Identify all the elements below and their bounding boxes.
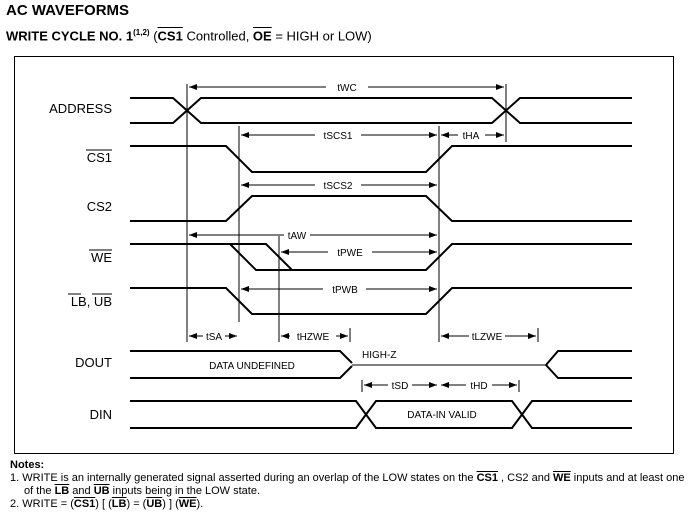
notes-heading: Notes: [10,459,45,471]
tscs2-label: tSCS2 [324,181,353,192]
taw-label: tAW [288,231,307,242]
tlzwe-label: tLZWE [472,332,503,343]
tsa-label: tSA [206,332,222,343]
note-2-we: WE [178,498,197,510]
tha-label: tHA [463,131,480,142]
note-1-number: 1. [10,472,20,484]
note-1-cs1: CS1 [476,472,498,484]
label-cs2: CS2 [87,199,112,214]
subtitle-rest: = HIGH or LOW) [271,28,372,44]
high-z-label: HIGH-Z [362,350,396,361]
note-1-text-b: , CS2 and [497,472,554,484]
page-title: AC WAVEFORMS [6,2,130,19]
note-1: 1. WRITE is an internally generated sign… [10,472,685,498]
tpwe-label: tPWE [337,248,363,259]
din-waveform [130,400,632,429]
note-1-text-d: and [69,485,94,497]
address-waveform [130,97,632,124]
label-we: WE [91,250,112,265]
tscs1-label: tSCS1 [324,131,353,142]
cs2-waveform [130,195,632,222]
note-2-ub: UB [146,498,163,510]
subtitle-oe: OE [252,28,272,44]
note-1-ub: UB [93,485,110,497]
note-1-we: WE [553,472,571,484]
tpwb-label: tPWB [332,285,358,296]
timing-diagram: ADDRESS CS1 CS2 WE LB, UB DOUT DIN [49,83,632,429]
note-1-text-e: inputs being in the LOW state. [109,485,261,497]
note-2-cs1: CS1 [73,498,96,510]
note-1-text-c: inputs and at least one of the [24,472,685,497]
note-2-text-e: ). [196,498,204,510]
twc-label: tWC [337,83,356,94]
note-2-text-a: WRITE = ( [22,498,74,510]
timing-reference-lines [186,84,539,392]
data-in-valid-label: DATA-IN VALID [407,410,476,421]
subtitle-open: ( [149,28,158,44]
note-2-number: 2. [10,498,20,510]
note-2-text-c: ) = ( [126,498,147,510]
thzwe-label: tHZWE [297,332,330,343]
we-waveform [130,243,632,271]
label-lb-ub: LB, UB [71,294,112,309]
note-1-lb: LB [54,485,70,497]
notes-section: Notes: 1. WRITE is an internally generat… [10,459,685,511]
label-dout: DOUT [75,355,112,370]
note-2-text-b: ) [ ( [95,498,112,510]
cs1-waveform [130,145,632,173]
lb-ub-waveform [130,287,632,315]
dout-waveform [130,350,632,379]
note-2-text-d: ) ] ( [162,498,179,510]
subtitle-cs1: CS1 [157,28,183,44]
subtitle-prefix: WRITE CYCLE NO. 1 [6,28,134,44]
subtitle-mid: Controlled, [182,28,253,44]
label-address: ADDRESS [49,101,112,116]
note-2-lb: LB [111,498,127,510]
subtitle-refs: (1,2) [133,28,150,37]
waveform-subtitle: WRITE CYCLE NO. 1(1,2) (CS1 Controlled, … [6,28,372,43]
label-cs1: CS1 [87,150,112,165]
data-undefined-label: DATA UNDEFINED [209,361,295,372]
note-2: 2. WRITE = (CS1) [ (LB) = (UB) ] (WE). [10,498,685,511]
note-1-text-a: WRITE is an internally generated signal … [22,472,477,484]
thd-label: tHD [470,381,487,392]
label-din: DIN [90,407,112,422]
timing-diagram-frame [14,56,674,454]
tsd-label: tSD [392,381,409,392]
